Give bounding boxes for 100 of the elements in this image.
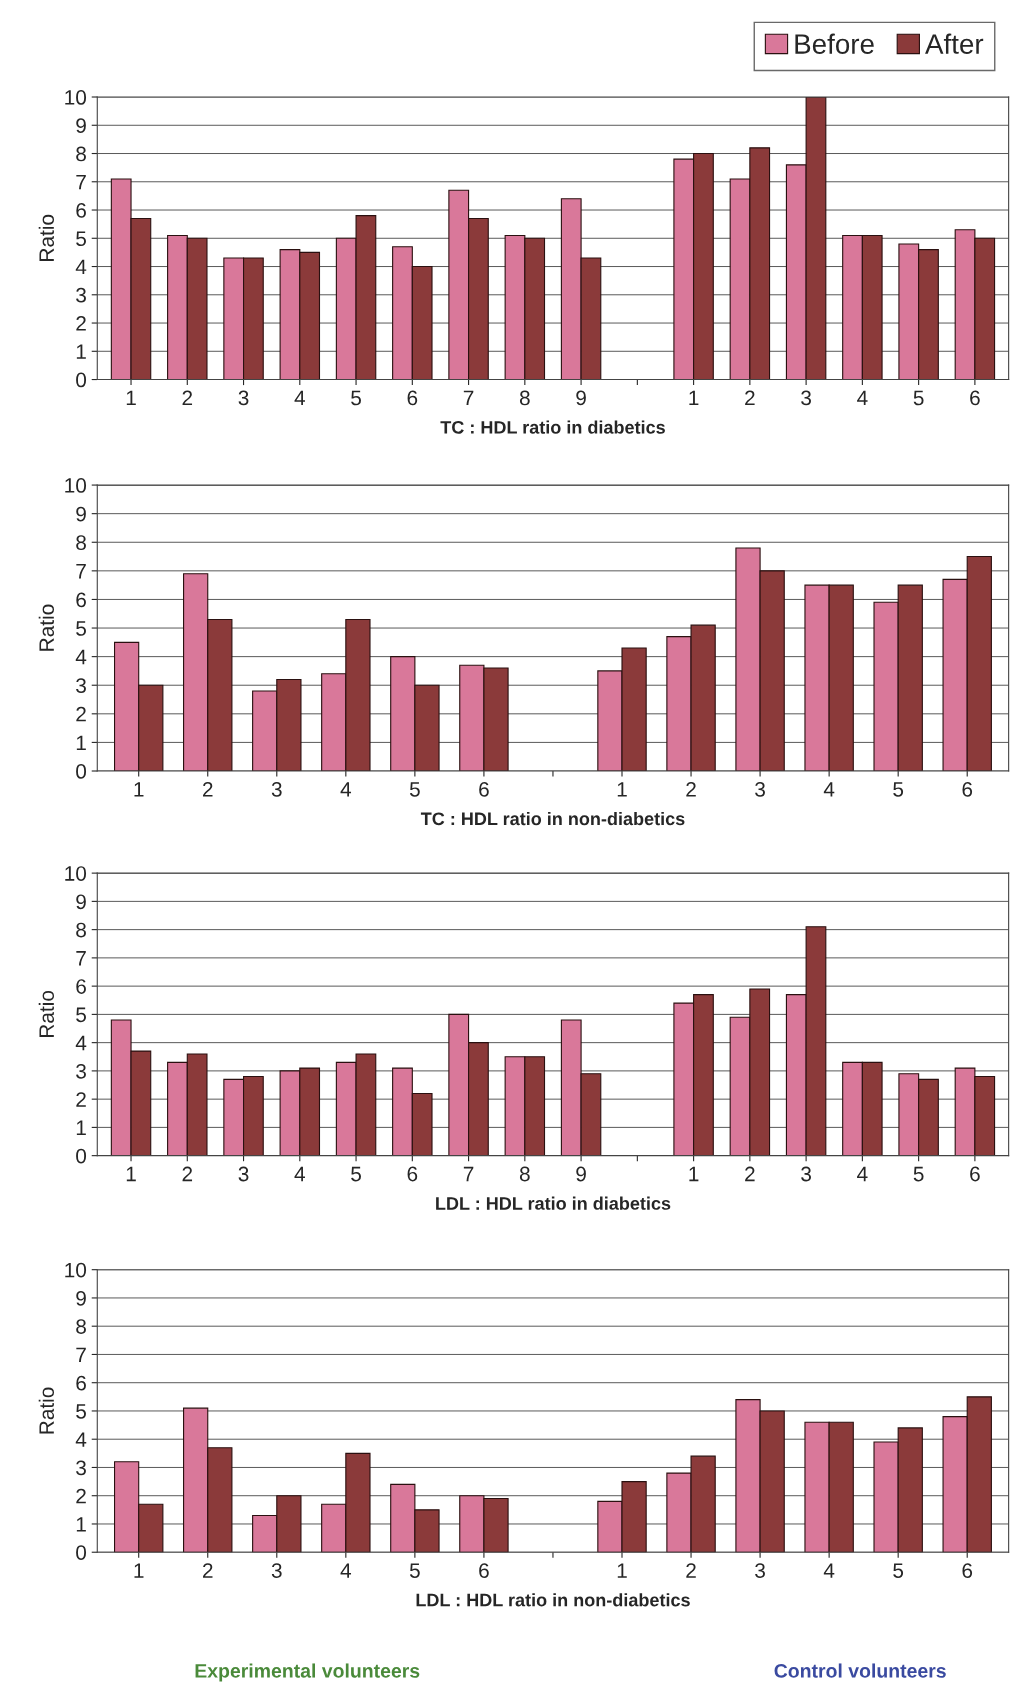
- x-tick-label: 5: [893, 782, 904, 797]
- x-tick-label: 3: [801, 1166, 811, 1182]
- y-tick-label: 1: [76, 735, 86, 750]
- y-tick-label: 7: [76, 564, 86, 579]
- y-tick-label: 4: [75, 1432, 87, 1447]
- x-tick-label: 5: [409, 1563, 420, 1578]
- y-axis-title: Ratio: [38, 604, 55, 651]
- x-axis-title: LDL : HDL ratio in non-diabetics: [416, 1593, 690, 1607]
- x-tick-label: 4: [823, 782, 835, 797]
- x-tick-label: 5: [409, 782, 420, 797]
- x-tick-label: 5: [893, 1563, 904, 1578]
- x-tick-label: 1: [617, 782, 627, 797]
- y-tick-label: 10: [65, 866, 87, 881]
- x-tick-label: 2: [686, 781, 696, 797]
- x-tick-label: 7: [463, 390, 474, 406]
- x-tick-label: 2: [182, 390, 193, 406]
- legend-label: Before: [795, 33, 874, 54]
- y-tick-label: 10: [65, 478, 87, 493]
- x-tick-label: 4: [340, 782, 352, 797]
- y-axis-title: Ratio: [38, 1387, 55, 1434]
- y-tick-label: 1: [76, 1120, 86, 1135]
- x-tick-label: 1: [689, 390, 699, 406]
- text: Experimental volunteers: [195, 1663, 420, 1682]
- x-tick-label: 1: [126, 390, 136, 406]
- y-tick-label: 0: [76, 1545, 87, 1560]
- y-tick-label: 6: [76, 1375, 86, 1391]
- x-tick-label: 2: [203, 781, 213, 797]
- x-tick-label: 6: [407, 1166, 418, 1182]
- y-tick-label: 9: [76, 894, 86, 910]
- x-tick-label: 3: [238, 390, 249, 406]
- x-tick-label: 1: [689, 1166, 699, 1182]
- y-tick-label: 0: [76, 372, 87, 388]
- x-tick-label: 1: [126, 1166, 136, 1182]
- x-tick-label: 5: [913, 390, 924, 406]
- y-tick-label: 9: [76, 506, 86, 522]
- x-tick-label: 5: [913, 1166, 924, 1182]
- y-tick-label: 7: [76, 951, 86, 966]
- x-tick-label: 5: [351, 390, 361, 406]
- y-tick-label: 10: [65, 1262, 87, 1278]
- y-tick-label: 0: [76, 764, 87, 779]
- y-tick-label: 3: [76, 678, 86, 693]
- x-tick-label: 9: [576, 390, 586, 406]
- y-tick-label: 6: [76, 592, 86, 608]
- x-tick-label: 2: [182, 1166, 193, 1182]
- x-tick-label: 4: [294, 1166, 305, 1182]
- y-tick-label: 5: [76, 231, 86, 247]
- x-tick-label: 6: [962, 781, 973, 797]
- y-tick-label: 0: [76, 1148, 87, 1164]
- x-tick-label: 2: [686, 1563, 696, 1578]
- y-tick-label: 2: [76, 1488, 86, 1504]
- x-tick-label: 2: [203, 1563, 213, 1578]
- x-tick-label: 6: [479, 781, 489, 797]
- y-tick-label: 3: [76, 287, 86, 303]
- y-tick-label: 9: [76, 118, 86, 134]
- x-axis-title: TC : HDL ratio in non-diabetics: [420, 811, 685, 826]
- x-tick-label: 6: [970, 390, 980, 406]
- x-tick-label: 6: [962, 1563, 973, 1578]
- y-tick-label: 4: [75, 649, 87, 665]
- x-tick-label: 2: [745, 1166, 755, 1182]
- x-tick-label: 4: [857, 1166, 868, 1182]
- x-tick-label: 3: [755, 1563, 765, 1578]
- y-tick-label: 6: [76, 979, 86, 994]
- y-tick-label: 4: [75, 1035, 87, 1051]
- y-tick-label: 5: [76, 1007, 86, 1023]
- y-tick-label: 5: [76, 1404, 86, 1419]
- y-tick-label: 8: [76, 1319, 86, 1334]
- x-tick-label: 3: [271, 781, 282, 797]
- x-tick-label: 6: [970, 1166, 980, 1182]
- x-tick-label: 5: [351, 1166, 361, 1182]
- x-tick-label: 3: [801, 390, 811, 406]
- y-tick-label: 7: [76, 174, 86, 190]
- x-tick-label: 8: [519, 1166, 530, 1182]
- y-tick-label: 7: [76, 1347, 86, 1362]
- x-tick-label: 8: [519, 390, 530, 406]
- x-tick-label: 4: [823, 1563, 835, 1578]
- x-tick-label: 9: [576, 1166, 586, 1182]
- y-tick-label: 8: [76, 922, 86, 938]
- y-tick-label: 5: [76, 621, 86, 636]
- x-tick-label: 7: [463, 1166, 474, 1182]
- x-tick-label: 4: [340, 1563, 352, 1578]
- y-tick-label: 10: [65, 90, 87, 105]
- x-axis-title: LDL : HDL ratio in diabetics: [436, 1196, 671, 1210]
- y-tick-label: 3: [76, 1460, 86, 1476]
- x-tick-label: 6: [479, 1563, 489, 1578]
- y-tick-label: 6: [76, 203, 86, 218]
- x-tick-label: 3: [238, 1166, 249, 1182]
- y-tick-label: 3: [76, 1063, 86, 1079]
- x-tick-label: 4: [857, 390, 868, 406]
- text: Control volunteers: [774, 1663, 946, 1678]
- y-tick-label: 2: [76, 1092, 86, 1107]
- x-tick-label: 3: [271, 1563, 282, 1578]
- y-tick-label: 8: [76, 535, 86, 551]
- y-axis-title: Ratio: [38, 990, 55, 1037]
- y-tick-label: 1: [76, 344, 86, 359]
- x-tick-label: 1: [134, 1563, 144, 1578]
- x-axis-title: TC : HDL ratio in diabetics: [440, 420, 665, 434]
- y-tick-label: 8: [76, 146, 86, 162]
- y-tick-label: 2: [76, 316, 86, 331]
- y-axis-title: Ratio: [38, 214, 55, 261]
- y-tick-label: 4: [75, 259, 87, 275]
